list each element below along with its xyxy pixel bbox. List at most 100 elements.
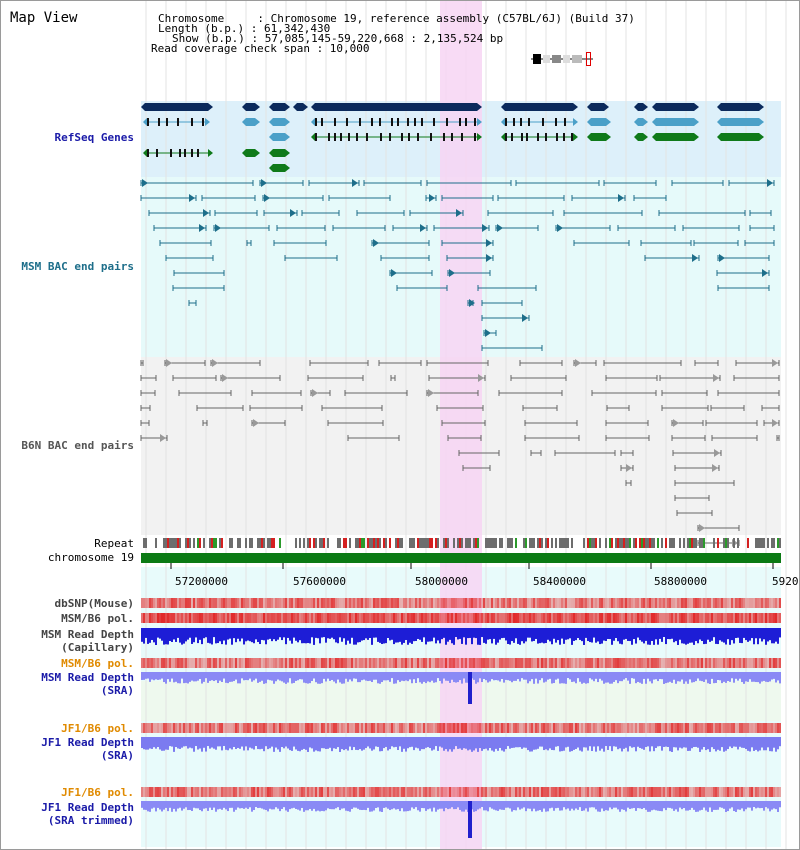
b6n-bac-pair[interactable] (620, 464, 634, 472)
b6n-bac-pair[interactable] (251, 390, 302, 396)
msm-bac-pair[interactable] (515, 180, 600, 186)
b6n-bac-pair[interactable] (661, 405, 709, 411)
msm-bac-label[interactable]: MSM BAC end pairs (21, 260, 134, 273)
b6n-bac-pair[interactable] (140, 390, 156, 396)
b6n-bac-pair[interactable] (310, 389, 331, 397)
msm-bac-pair[interactable] (425, 194, 437, 202)
dbsnp-label[interactable]: dbSNP(Mouse) (54, 597, 134, 610)
b6n-bac-pair[interactable] (309, 360, 369, 366)
refseq-gene[interactable] (311, 118, 482, 126)
msm-bac-pair[interactable] (433, 224, 490, 232)
jf1-pol-trimmed-track[interactable] (141, 787, 781, 797)
refseq-gene[interactable] (501, 118, 578, 126)
refseq-gene[interactable] (717, 103, 764, 111)
msm-bac-pair[interactable] (426, 180, 512, 186)
msm-bac-pair[interactable] (172, 285, 225, 291)
refseq-gene[interactable] (587, 118, 611, 126)
refseq-gene[interactable] (269, 118, 290, 126)
chromosome-ideogram[interactable] (531, 52, 593, 66)
b6n-bac-pair[interactable] (591, 390, 657, 396)
msm-bac-pair[interactable] (467, 299, 475, 307)
msm-bac-pair[interactable] (153, 224, 207, 232)
msm-bac-pair[interactable] (497, 195, 565, 201)
b6n-bac-pair[interactable] (140, 360, 144, 366)
refseq-genes-label[interactable]: RefSeq Genes (54, 131, 134, 144)
b6n-bac-pair[interactable] (164, 359, 206, 367)
b6n-bac-pair[interactable] (220, 374, 281, 382)
b6n-bac-pair[interactable] (327, 420, 384, 426)
refseq-gene[interactable] (293, 103, 308, 111)
b6n-bac-pair[interactable] (694, 360, 719, 366)
b6n-bac-pair[interactable] (428, 374, 486, 382)
b6n-bac-pair[interactable] (661, 390, 708, 396)
b6n-bac-pair[interactable] (436, 405, 484, 411)
msm-bac-pair[interactable] (148, 209, 211, 217)
b6n-bac-pair[interactable] (763, 419, 780, 427)
msm-bac-pair[interactable] (446, 254, 494, 262)
b6n-bac-pair[interactable] (573, 359, 597, 367)
b6n-bac-pair[interactable] (498, 390, 563, 396)
refseq-gene[interactable] (717, 118, 764, 126)
msm-depth-sra-label[interactable]: MSM Read Depth (41, 671, 134, 684)
msm-bac-pair[interactable] (573, 240, 630, 246)
msm-bac-pair[interactable] (389, 269, 433, 277)
refseq-gene[interactable] (652, 103, 699, 111)
msm-bac-pair[interactable] (717, 285, 770, 291)
b6n-bac-pair[interactable] (674, 464, 720, 472)
b6n-bac-pair[interactable] (605, 420, 649, 426)
msm-bac-pair[interactable] (380, 255, 430, 261)
b6n-bac-pair[interactable] (659, 374, 721, 382)
msm-bac-pair[interactable] (749, 225, 775, 231)
b6n-bac-pair[interactable] (447, 435, 482, 441)
b6n-bac-pair[interactable] (605, 375, 658, 381)
msm-bac-pair[interactable] (214, 210, 258, 216)
b6n-bac-pair[interactable] (458, 450, 500, 456)
b6n-bac-label[interactable]: B6N BAC end pairs (21, 439, 134, 452)
msm-bac-pair[interactable] (396, 285, 448, 291)
b6n-bac-pair[interactable] (202, 420, 208, 426)
msm-bac-pair[interactable] (749, 210, 772, 216)
msm-bac-pair[interactable] (481, 345, 543, 351)
chromosome-bar[interactable] (141, 553, 781, 563)
b6n-bac-pair[interactable] (625, 480, 632, 486)
refseq-gene[interactable] (242, 118, 260, 126)
refseq-gene[interactable] (501, 133, 578, 141)
msm-bac-pair[interactable] (159, 240, 212, 246)
msm-bac-pair[interactable] (263, 209, 298, 217)
msm-pol-sra-label[interactable]: MSM/B6 pol. (61, 657, 134, 670)
b6n-bac-pair[interactable] (210, 359, 261, 367)
b6n-bac-pair[interactable] (672, 449, 722, 457)
b6n-bac-pair[interactable] (671, 419, 704, 427)
refseq-gene[interactable] (717, 133, 764, 141)
msm-bac-pair[interactable] (644, 254, 700, 262)
b6n-bac-pair[interactable] (524, 435, 580, 441)
msm-bac-pair[interactable] (441, 239, 494, 247)
msm-bac-pair[interactable] (481, 300, 523, 306)
msm-bac-pair[interactable] (284, 255, 338, 261)
msm-bac-pair[interactable] (188, 300, 197, 306)
msm-bac-pair[interactable] (640, 240, 692, 246)
b6n-bac-pair[interactable] (140, 405, 151, 411)
b6n-bac-pair[interactable] (620, 450, 634, 456)
refseq-gene[interactable] (141, 103, 213, 111)
msm-bac-pair[interactable] (173, 270, 225, 276)
b6n-bac-pair[interactable] (378, 360, 422, 366)
b6n-bac-pair[interactable] (251, 419, 286, 427)
refseq-gene[interactable] (311, 133, 482, 141)
msm-bac-pair[interactable] (477, 285, 537, 291)
b6n-bac-pair[interactable] (711, 435, 758, 441)
b6n-bac-pair[interactable] (426, 389, 479, 397)
refseq-gene[interactable] (634, 103, 648, 111)
msm-bac-pair[interactable] (481, 314, 530, 322)
b6n-bac-pair[interactable] (733, 375, 780, 381)
b6n-bac-pair[interactable] (519, 360, 563, 366)
msm-bac-pair[interactable] (371, 239, 430, 247)
b6n-bac-pair[interactable] (674, 480, 735, 486)
msm-bac-pair[interactable] (273, 240, 327, 246)
msm-bac-pair[interactable] (728, 179, 775, 187)
refseq-gene[interactable] (311, 103, 482, 111)
b6n-bac-pair[interactable] (249, 405, 303, 411)
b6n-bac-pair[interactable] (441, 420, 486, 426)
msm-bac-pair[interactable] (603, 180, 657, 186)
refseq-gene[interactable] (269, 149, 290, 157)
